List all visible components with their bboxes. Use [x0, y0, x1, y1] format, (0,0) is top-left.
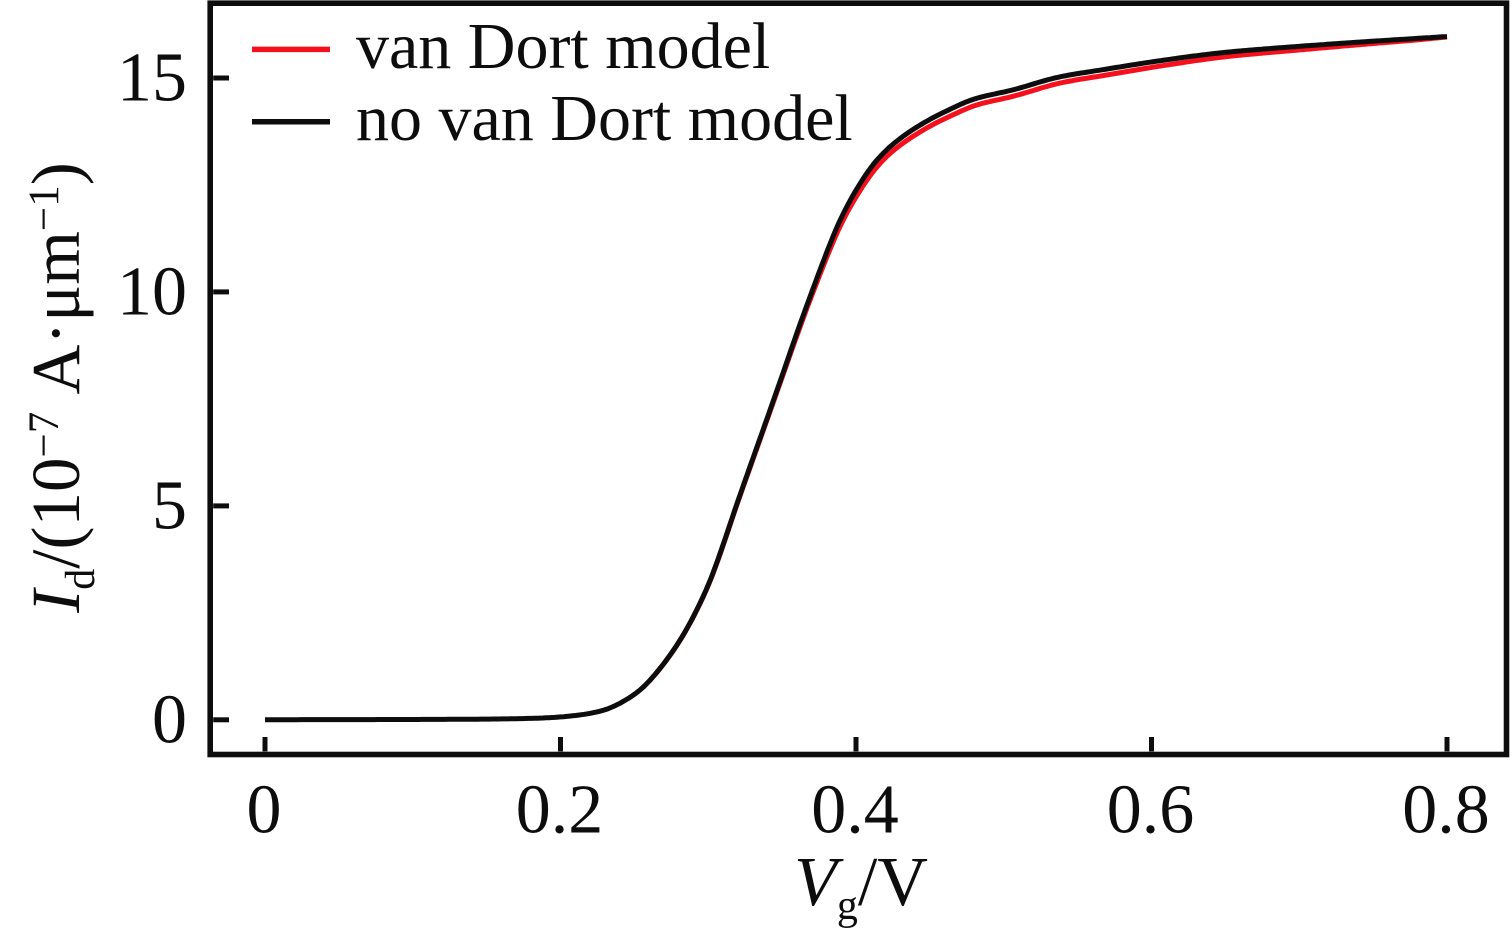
svg-text:Vg/V: Vg/V — [794, 844, 928, 929]
svg-text:van Dort model: van Dort model — [356, 10, 770, 83]
svg-text:0.6: 0.6 — [1107, 771, 1195, 848]
svg-text:0: 0 — [247, 771, 282, 848]
svg-text:0.8: 0.8 — [1402, 771, 1490, 848]
svg-text:0.2: 0.2 — [516, 771, 604, 848]
svg-text:5: 5 — [152, 467, 187, 544]
svg-text:no van Dort model: no van Dort model — [356, 82, 853, 155]
svg-text:10: 10 — [117, 253, 187, 330]
svg-text:15: 15 — [117, 40, 187, 117]
svg-text:0: 0 — [152, 681, 187, 758]
svg-text:0.4: 0.4 — [811, 771, 899, 848]
svg-text:Id/(10−7 A·μm−1): Id/(10−7 A·μm−1) — [18, 162, 104, 613]
